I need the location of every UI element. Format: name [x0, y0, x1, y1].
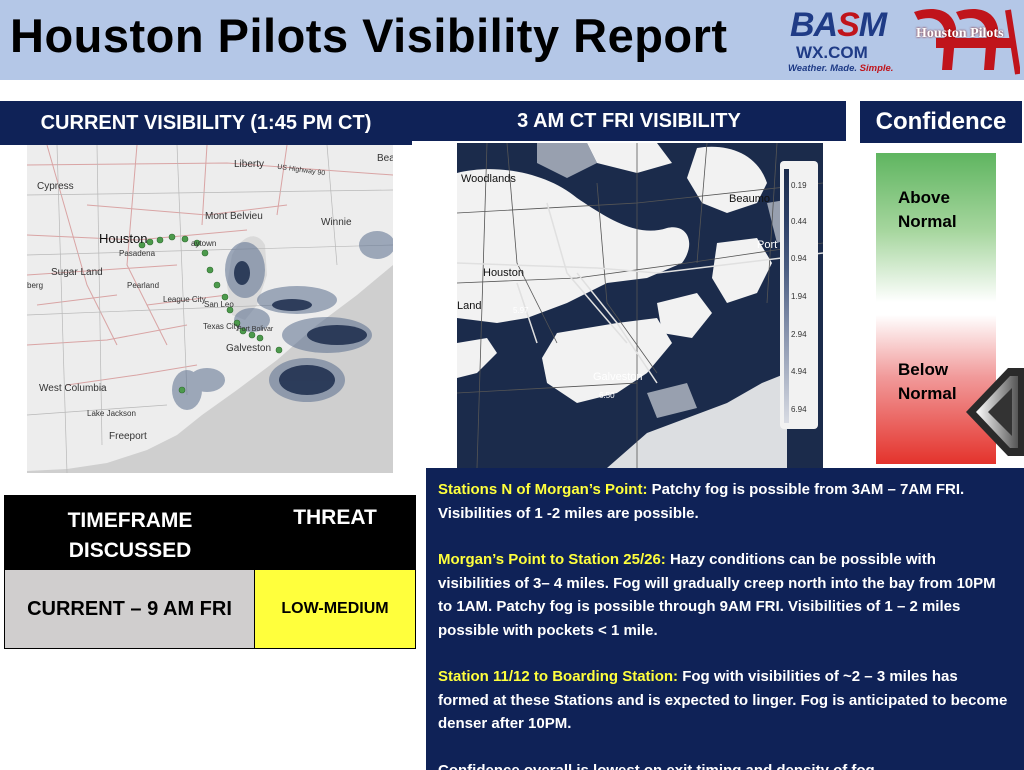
discussion-item: Confidence overall is lowest on exit tim…: [438, 761, 879, 770]
map-label: San Leo: [204, 300, 234, 309]
map-label: 5.97: [513, 306, 529, 315]
discussion-panel: Stations N of Morgan’s Point: Patchy fog…: [426, 468, 1024, 770]
map-label: Winnie: [321, 217, 352, 228]
forecast-map-graphic: [457, 143, 823, 468]
map-label: berg: [27, 281, 44, 290]
map-label: Texas City: [203, 322, 240, 331]
timeframe-header: TIMEFRAME DISCUSSED: [67, 509, 193, 562]
legend-tick: 6.94: [791, 405, 807, 414]
confidence-pointer-arrow-icon: [962, 362, 1024, 462]
legend-tick: 1.94: [791, 292, 807, 301]
confidence-title: Confidence: [860, 101, 1022, 143]
visibility-legend: 0.19 0.44 0.94 1.94 2.94 4.94 6.94: [780, 161, 818, 429]
map-label: Pearland: [127, 281, 160, 290]
legend-tick: 0.94: [791, 254, 807, 263]
current-map-graphic: [27, 145, 393, 473]
map-label: Cypress: [37, 181, 74, 192]
map-label: Lake Jackson: [87, 409, 136, 418]
current-visibility-title: CURRENT VISIBILITY (1:45 PM CT): [0, 101, 412, 145]
forecast-visibility-map[interactable]: Woodlands Beaumo Houston Land Galveston …: [457, 143, 823, 468]
discussion-item: Station 11/12 to Boarding Station: Fog w…: [438, 668, 1008, 732]
legend-color-bar: [784, 169, 789, 423]
map-label: Beaumo: [729, 193, 770, 205]
map-label: Houston: [483, 267, 524, 279]
map-label: Beau: [377, 153, 393, 164]
timeframe-threat-table: TIMEFRAME DISCUSSED THREAT CURRENT – 9 A…: [4, 495, 416, 649]
map-label: West Columbia: [39, 383, 107, 394]
legend-tick: 4.94: [791, 367, 807, 376]
forecast-visibility-title: 3 AM CT FRI VISIBILITY: [412, 101, 846, 141]
map-label: Houston: [99, 231, 148, 246]
houston-pilots-logo[interactable]: Houston Pilots: [912, 4, 1021, 76]
map-label: Liberty: [234, 159, 265, 170]
map-label: Pasadena: [119, 249, 156, 258]
map-label: Freeport: [109, 431, 147, 442]
threat-header: THREAT: [293, 506, 377, 529]
page-title: Houston Pilots Visibility Report: [10, 9, 728, 62]
basm-logo-tagline: Weather. Made. Simple.: [788, 63, 894, 74]
map-label: aytown: [191, 239, 217, 248]
discussion-item: Stations N of Morgan’s Point: Patchy fog…: [438, 481, 965, 522]
basm-logo-domain: WX.COM: [796, 43, 868, 62]
map-label: Galveston: [593, 371, 643, 383]
map-label: Port: [757, 239, 778, 251]
legend-tick: 0.19: [791, 181, 807, 190]
confidence-above-label: Above Normal: [898, 188, 957, 231]
houston-pilots-emblem-icon: [914, 9, 1021, 75]
map-label: Port Bolivar: [237, 326, 274, 333]
discussion-item: Morgan’s Point to Station 25/26: Hazy co…: [438, 551, 996, 639]
header-bar: Houston Pilots Visibility Report BASM WX…: [0, 0, 1024, 80]
confidence-below-label: Below Normal: [898, 360, 957, 403]
basm-logo[interactable]: BASM WX.COM Weather. Made. Simple.: [788, 6, 894, 74]
legend-tick: 0.44: [791, 217, 807, 226]
map-label: League City: [163, 295, 206, 304]
legend-tick: 2.94: [791, 330, 807, 339]
map-label: Galveston: [226, 343, 272, 354]
timeframe-value: CURRENT – 9 AM FRI: [5, 570, 255, 648]
map-label: Woodlands: [461, 173, 516, 185]
table-header-row: TIMEFRAME DISCUSSED THREAT: [5, 496, 415, 570]
houston-pilots-logo-text: Houston Pilots: [916, 26, 1004, 41]
map-label: Mont Belvieu: [205, 211, 263, 222]
map-label: Sugar Land: [51, 267, 103, 278]
threat-value: LOW-MEDIUM: [255, 570, 415, 648]
current-visibility-map[interactable]: Liberty Beau Cypress Mont Belvieu Winnie…: [27, 145, 393, 473]
map-label: 6.50: [599, 391, 615, 400]
map-label: Land: [457, 300, 482, 312]
